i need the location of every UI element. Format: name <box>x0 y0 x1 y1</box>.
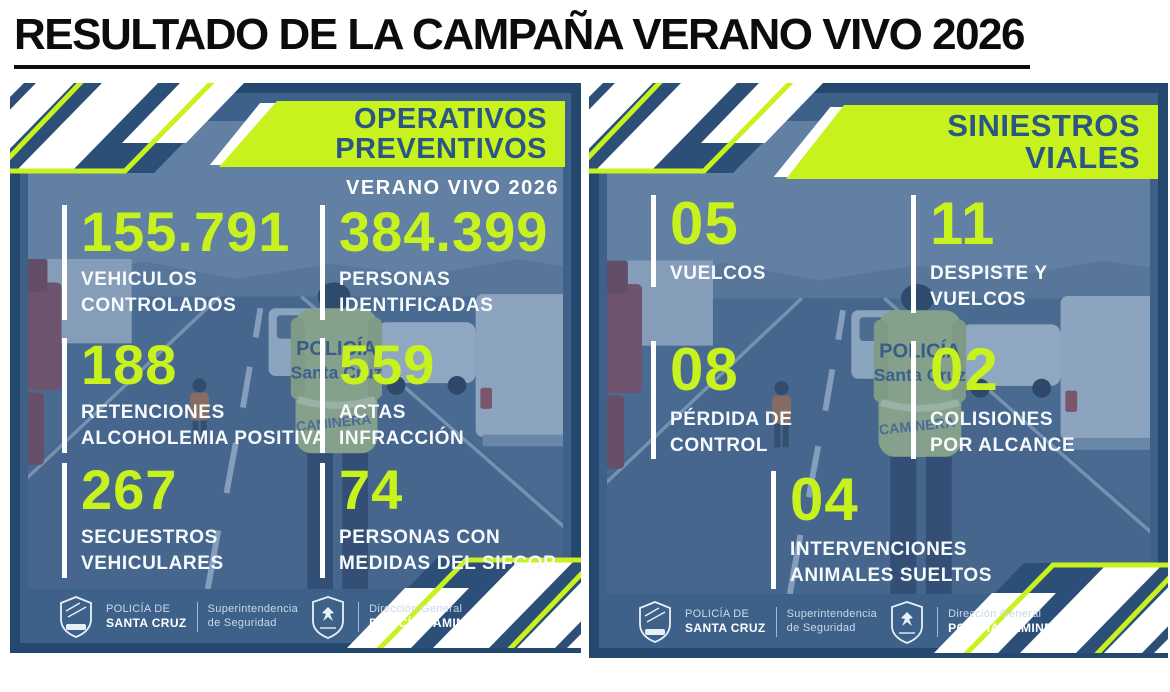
org-caminera: Dirección General POLICÍA CAMINERA <box>358 602 492 632</box>
footer-divider <box>775 607 777 637</box>
footer-divider <box>937 607 939 637</box>
stat-label: ACTAS INFRACCIÓN <box>339 402 465 450</box>
card-operativos-background: POLICÍA Santa Cruz CAMINERA OPERATIVOS P… <box>20 93 571 643</box>
policia-caminera-badge-icon <box>891 601 923 644</box>
stat-label: COLISIONES POR ALCANCE <box>930 409 1076 457</box>
stat-value: 155.791 <box>81 200 291 263</box>
stat-value: 05 <box>670 190 739 257</box>
road-checkpoint-photo: POLICÍA Santa Cruz CAMINERA <box>28 121 563 589</box>
card-title-line2: VIALES <box>1025 140 1140 175</box>
stat-secuestros-vehiculares: 267 SECUESTROS VEHICULARES <box>62 458 224 578</box>
vest-text-santa-cruz: Santa Cruz <box>291 362 383 382</box>
card-title-banner: OPERATIVOS PREVENTIVOS <box>209 101 565 167</box>
footer-divider <box>196 602 198 632</box>
stat-value: 08 <box>670 336 739 403</box>
stat-label: PERSONAS IDENTIFICADAS <box>339 269 494 317</box>
org-superintendencia: Superintendencia de Seguridad <box>786 608 878 634</box>
stat-vuelcos: 05 VUELCOS <box>651 190 767 288</box>
card-title-banner: SINIESTROS VIALES <box>773 105 1158 179</box>
stat-value: 02 <box>930 336 999 403</box>
stat-colisiones-por-alcance: 02 COLISIONES POR ALCANCE <box>911 336 1076 460</box>
card-operativos-preventivos: POLICÍA Santa Cruz CAMINERA OPERATIVOS P… <box>10 83 581 653</box>
stat-vehiculos-controlados: 155.791 VEHICULOS CONTROLADOS <box>62 200 291 320</box>
stat-label: SECUESTROS VEHICULARES <box>81 527 224 575</box>
org-santa-cruz-name: POLICÍA DE SANTA CRUZ <box>106 602 187 631</box>
stat-label: PERSONAS CON MEDIDAS DEL SIFCOP <box>339 527 557 575</box>
stat-value: 188 <box>81 333 178 396</box>
stat-value: 04 <box>790 466 859 533</box>
card-siniestros-viales: SINIESTROS VIALES 05 VUELCOS 11 DESPISTE… <box>589 83 1168 658</box>
stat-personas-sifcop: 74 PERSONAS CON MEDIDAS DEL SIFCOP <box>320 458 557 578</box>
stat-value: 11 <box>930 190 996 257</box>
stat-label: VEHICULOS CONTROLADOS <box>81 269 237 317</box>
card-title: SINIESTROS VIALES <box>947 107 1140 175</box>
banner-green-shape <box>786 105 1158 179</box>
vest-text-policia: POLICÍA <box>296 337 377 360</box>
policia-santa-cruz-badge-icon <box>60 596 92 638</box>
banner-green-shape <box>219 101 565 167</box>
card-title-line1: OPERATIVOS <box>354 102 547 135</box>
card-footer: POLICÍA DE SANTA CRUZ Superintendencia d… <box>58 593 492 641</box>
org-santa-cruz-name: POLICÍA DE SANTA CRUZ <box>685 607 766 636</box>
stat-value: 74 <box>339 458 404 521</box>
vest-text-caminera: CAMINERA <box>295 411 372 435</box>
card-footer: POLICÍA DE SANTA CRUZ Superintendencia d… <box>637 598 1071 646</box>
card-title-line1: SINIESTROS <box>947 107 1140 143</box>
stat-personas-identificadas: 384.399 PERSONAS IDENTIFICADAS <box>320 200 549 320</box>
stat-despiste-vuelcos: 11 DESPISTE Y VUELCOS <box>911 190 1048 314</box>
infographic-cards-row: POLICÍA Santa Cruz CAMINERA OPERATIVOS P… <box>10 83 1170 658</box>
org-superintendencia: Superintendencia de Seguridad <box>207 603 299 629</box>
stat-value: 384.399 <box>339 200 549 263</box>
card-subtitle: VERANO VIVO 2026 <box>346 177 559 199</box>
stat-actas-infraccion: 559 ACTAS INFRACCIÓN <box>320 333 465 453</box>
policia-santa-cruz-badge-icon <box>639 601 671 643</box>
stat-perdida-de-control: 08 PÉRDIDA DE CONTROL <box>651 336 793 460</box>
card-title-line2: PREVENTIVOS <box>335 133 547 165</box>
stat-label: INTERVENCIONES ANIMALES SUELTOS <box>790 539 993 587</box>
stat-intervenciones-animales: 04 INTERVENCIONES ANIMALES SUELTOS <box>771 466 993 590</box>
page-title: RESULTADO DE LA CAMPAÑA VERANO VIVO 2026 <box>14 10 1030 69</box>
stat-value: 267 <box>81 458 178 521</box>
stat-label: DESPISTE Y VUELCOS <box>930 263 1048 311</box>
org-caminera-name: Dirección General POLICÍA CAMINERA <box>369 602 492 631</box>
stat-value: 559 <box>339 333 436 396</box>
policia-caminera-badge-icon <box>312 596 344 639</box>
footer-divider <box>358 602 360 632</box>
org-caminera-name: Dirección General POLICÍA CAMINERA <box>948 607 1071 636</box>
stat-label: VUELCOS <box>670 263 767 284</box>
card-title: OPERATIVOS PREVENTIVOS <box>335 104 547 164</box>
card-siniestros-background: SINIESTROS VIALES 05 VUELCOS 11 DESPISTE… <box>599 93 1158 648</box>
stat-retenciones-alcoholemia: 188 RETENCIONES ALCOHOLEMIA POSITIVA <box>62 333 327 453</box>
org-santa-cruz: POLICÍA DE SANTA CRUZ Superintendencia d… <box>685 607 877 637</box>
stat-label: PÉRDIDA DE CONTROL <box>670 409 793 457</box>
stat-label: RETENCIONES ALCOHOLEMIA POSITIVA <box>81 402 327 450</box>
org-santa-cruz: POLICÍA DE SANTA CRUZ Superintendencia d… <box>106 602 298 632</box>
org-caminera: Dirección General POLICÍA CAMINERA <box>937 607 1071 637</box>
